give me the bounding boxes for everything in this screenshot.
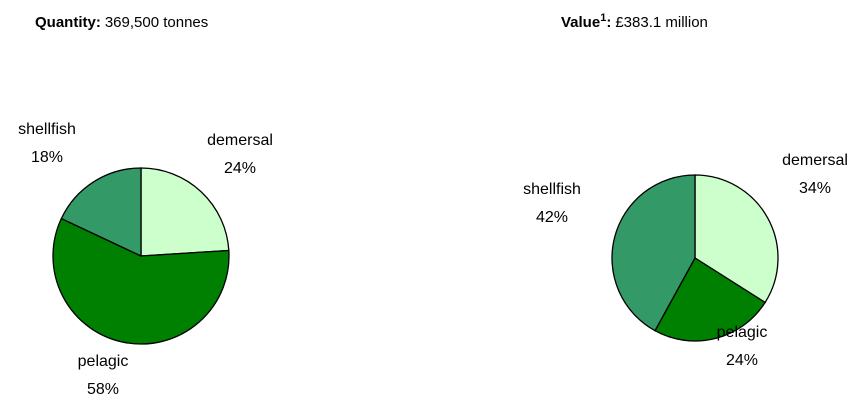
slice-label: 24%	[224, 160, 256, 177]
slice-label: 34%	[799, 180, 831, 197]
pie-slice	[611, 174, 696, 332]
chart-title: Value1: £383.1 million	[561, 12, 708, 31]
title-part: £383.1 million	[615, 14, 708, 31]
slice-label: 18%	[31, 149, 63, 166]
title-part: Value	[561, 14, 600, 31]
chart-title: Quantity: 369,500 tonnes	[35, 14, 208, 31]
title-part: Quantity:	[35, 14, 101, 31]
pie-slice	[60, 167, 142, 258]
slice-label: 24%	[726, 352, 758, 369]
pie-slice	[654, 257, 766, 342]
title-part: :	[606, 14, 611, 31]
slice-label: 58%	[87, 381, 119, 398]
pie-slice	[140, 167, 230, 257]
slice-category: shellfish	[523, 181, 581, 198]
slice-category: shellfish	[18, 121, 76, 138]
slice-label: 42%	[536, 209, 568, 226]
slice-category: pelagic	[78, 353, 129, 370]
slice-category: demersal	[207, 132, 273, 149]
pie-slice	[52, 217, 230, 345]
slice-category: demersal	[782, 152, 848, 169]
title-part: 1	[600, 12, 606, 24]
slice-category: pelagic	[717, 324, 768, 341]
title-part: 369,500 tonnes	[105, 14, 208, 31]
